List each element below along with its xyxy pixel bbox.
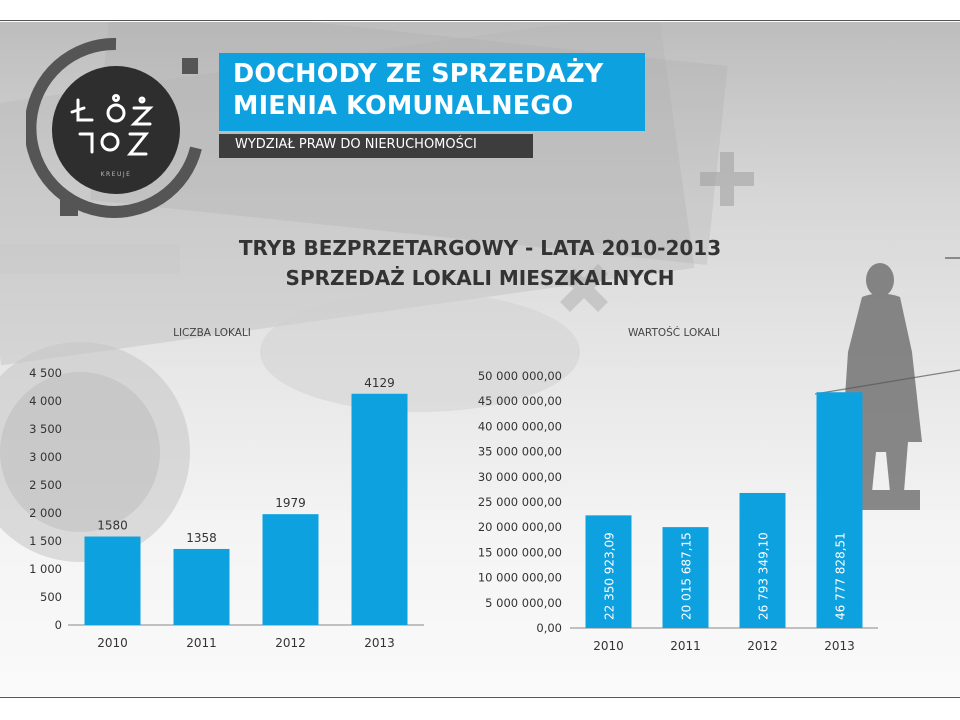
department-subtitle: WYDZIAŁ PRAW DO NIERUCHOMOŚCI (235, 137, 477, 152)
y-tick-label: 20 000 000,00 (478, 520, 562, 534)
data-label: 26 793 349,10 (757, 532, 771, 620)
y-tick-label: 3 000 (29, 450, 62, 464)
bar-2012 (739, 492, 786, 628)
y-tick-label: 0 (55, 618, 62, 632)
y-tick-label: 40 000 000,00 (478, 419, 562, 433)
y-tick-label: 2 500 (29, 478, 62, 492)
x-tick-label: 2011 (670, 639, 701, 653)
data-label: 20 015 687,15 (680, 532, 694, 620)
x-tick-label: 2012 (747, 639, 778, 653)
bar-2011 (662, 527, 709, 628)
main-title-line-2: SPRZEDAŻ LOKALI MIESZKALNYCH (285, 266, 675, 290)
y-tick-label: 30 000 000,00 (478, 470, 562, 484)
title-line-2: MIENIA KOMUNALNEGO (233, 91, 574, 121)
y-tick-label: 4 500 (29, 366, 62, 380)
top-frame-line (0, 20, 960, 21)
logo-caption: KREUJE (101, 171, 132, 178)
chart-2-title: WARTOŚĆ LOKALI (627, 327, 721, 339)
y-tick-label: 50 000 000,00 (478, 369, 562, 383)
main-title-line-1: TRYB BEZPRZETARGOWY - LATA 2010-2013 (238, 236, 722, 260)
bar-2010 (585, 515, 632, 628)
data-label: 1358 (186, 531, 217, 545)
y-tick-label: 10 000 000,00 (478, 571, 562, 585)
y-tick-label: 1 000 (29, 562, 62, 576)
y-tick-label: 0,00 (536, 621, 562, 635)
y-tick-label: 35 000 000,00 (478, 445, 562, 459)
x-tick-label: 2010 (97, 636, 128, 650)
data-label: 46 777 828,51 (834, 532, 848, 620)
y-tick-label: 3 500 (29, 422, 62, 436)
bar-2010 (84, 536, 141, 625)
chart-1-title: LICZBA LOKALI (173, 327, 251, 339)
bar-2011 (173, 548, 230, 625)
y-tick-label: 15 000 000,00 (478, 545, 562, 559)
x-tick-label: 2011 (186, 636, 217, 650)
data-label: 22 350 923,09 (603, 532, 617, 620)
subtitle-banner: WYDZIAŁ PRAW DO NIERUCHOMOŚCI (219, 134, 533, 158)
x-tick-label: 2013 (824, 639, 855, 653)
data-label: 1979 (275, 496, 306, 510)
y-tick-label: 25 000 000,00 (478, 495, 562, 509)
y-tick-label: 2 000 (29, 506, 62, 520)
bottom-frame-line (0, 697, 960, 698)
bar-2012 (262, 514, 319, 625)
x-tick-label: 2012 (275, 636, 306, 650)
y-tick-label: 5 000 000,00 (485, 596, 562, 610)
bar-2013 (351, 393, 408, 625)
title-banner: DOCHODY ZE SPRZEDAŻY MIENIA KOMUNALNEGO (219, 53, 645, 131)
x-tick-label: 2010 (593, 639, 624, 653)
data-label: 1580 (97, 519, 128, 533)
y-tick-label: 4 000 (29, 394, 62, 408)
y-tick-label: 500 (40, 590, 62, 604)
data-label: 4129 (364, 376, 395, 390)
x-tick-label: 2013 (364, 636, 395, 650)
bar-2013 (816, 392, 863, 628)
lodz-city-logo: KREUJE (26, 38, 202, 218)
y-tick-label: 45 000 000,00 (478, 394, 562, 408)
title-line-1: DOCHODY ZE SPRZEDAŻY (233, 59, 604, 89)
y-tick-label: 1 500 (29, 534, 62, 548)
